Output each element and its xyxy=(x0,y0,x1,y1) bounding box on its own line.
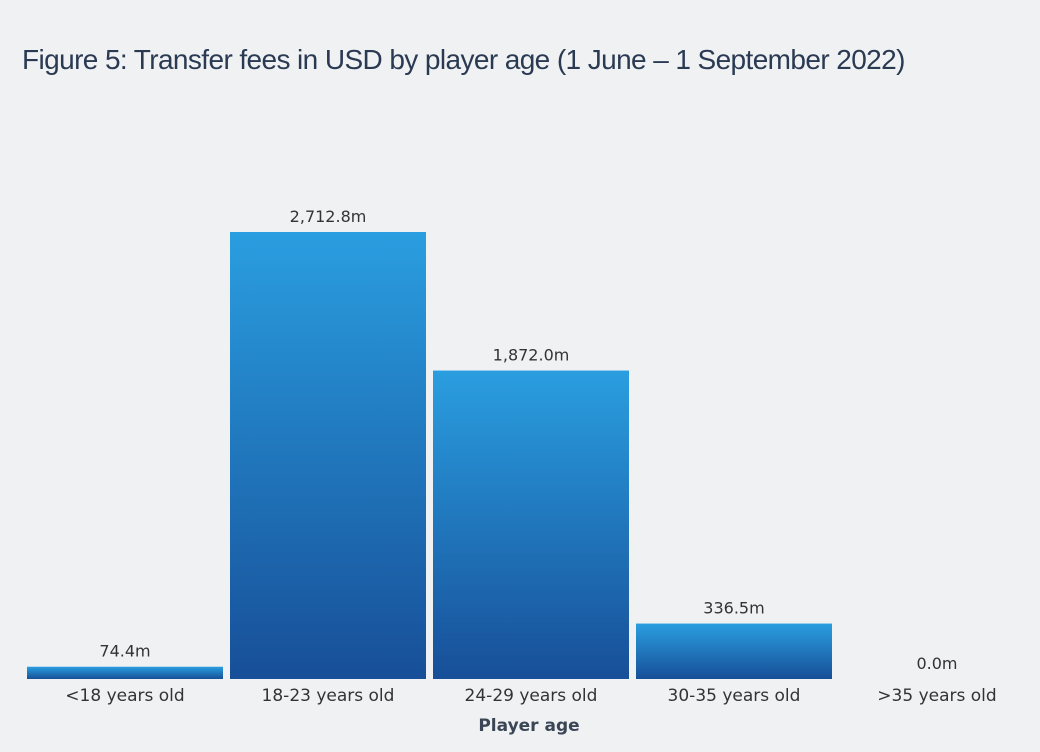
bar-2 xyxy=(433,370,629,679)
bar-3 xyxy=(636,623,832,679)
x-tick-label-3: 30-35 years old xyxy=(668,686,801,706)
value-labels-group: 74.4m 2,712.8m 1,872.0m 336.5m 0.0m xyxy=(99,207,957,673)
bars-group xyxy=(27,232,832,679)
x-tick-labels-group: <18 years old 18-23 years old 24-29 years … xyxy=(65,686,996,706)
value-label-2: 1,872.0m xyxy=(493,346,570,365)
value-label-1: 2,712.8m xyxy=(290,207,367,226)
x-tick-label-2: 24-29 years old xyxy=(465,686,598,706)
chart-title: Figure 5: Transfer fees in USD by player… xyxy=(22,44,905,75)
value-label-0: 74.4m xyxy=(99,642,150,661)
x-tick-label-1: 18-23 years old xyxy=(262,686,395,706)
bar-1 xyxy=(230,232,426,679)
value-label-3: 336.5m xyxy=(703,599,764,618)
bar-0 xyxy=(27,666,223,679)
x-tick-label-0: <18 years old xyxy=(65,686,184,706)
x-axis-title: Player age xyxy=(478,716,579,736)
value-label-4: 0.0m xyxy=(916,654,957,673)
x-tick-label-4: >35 years old xyxy=(877,686,996,706)
